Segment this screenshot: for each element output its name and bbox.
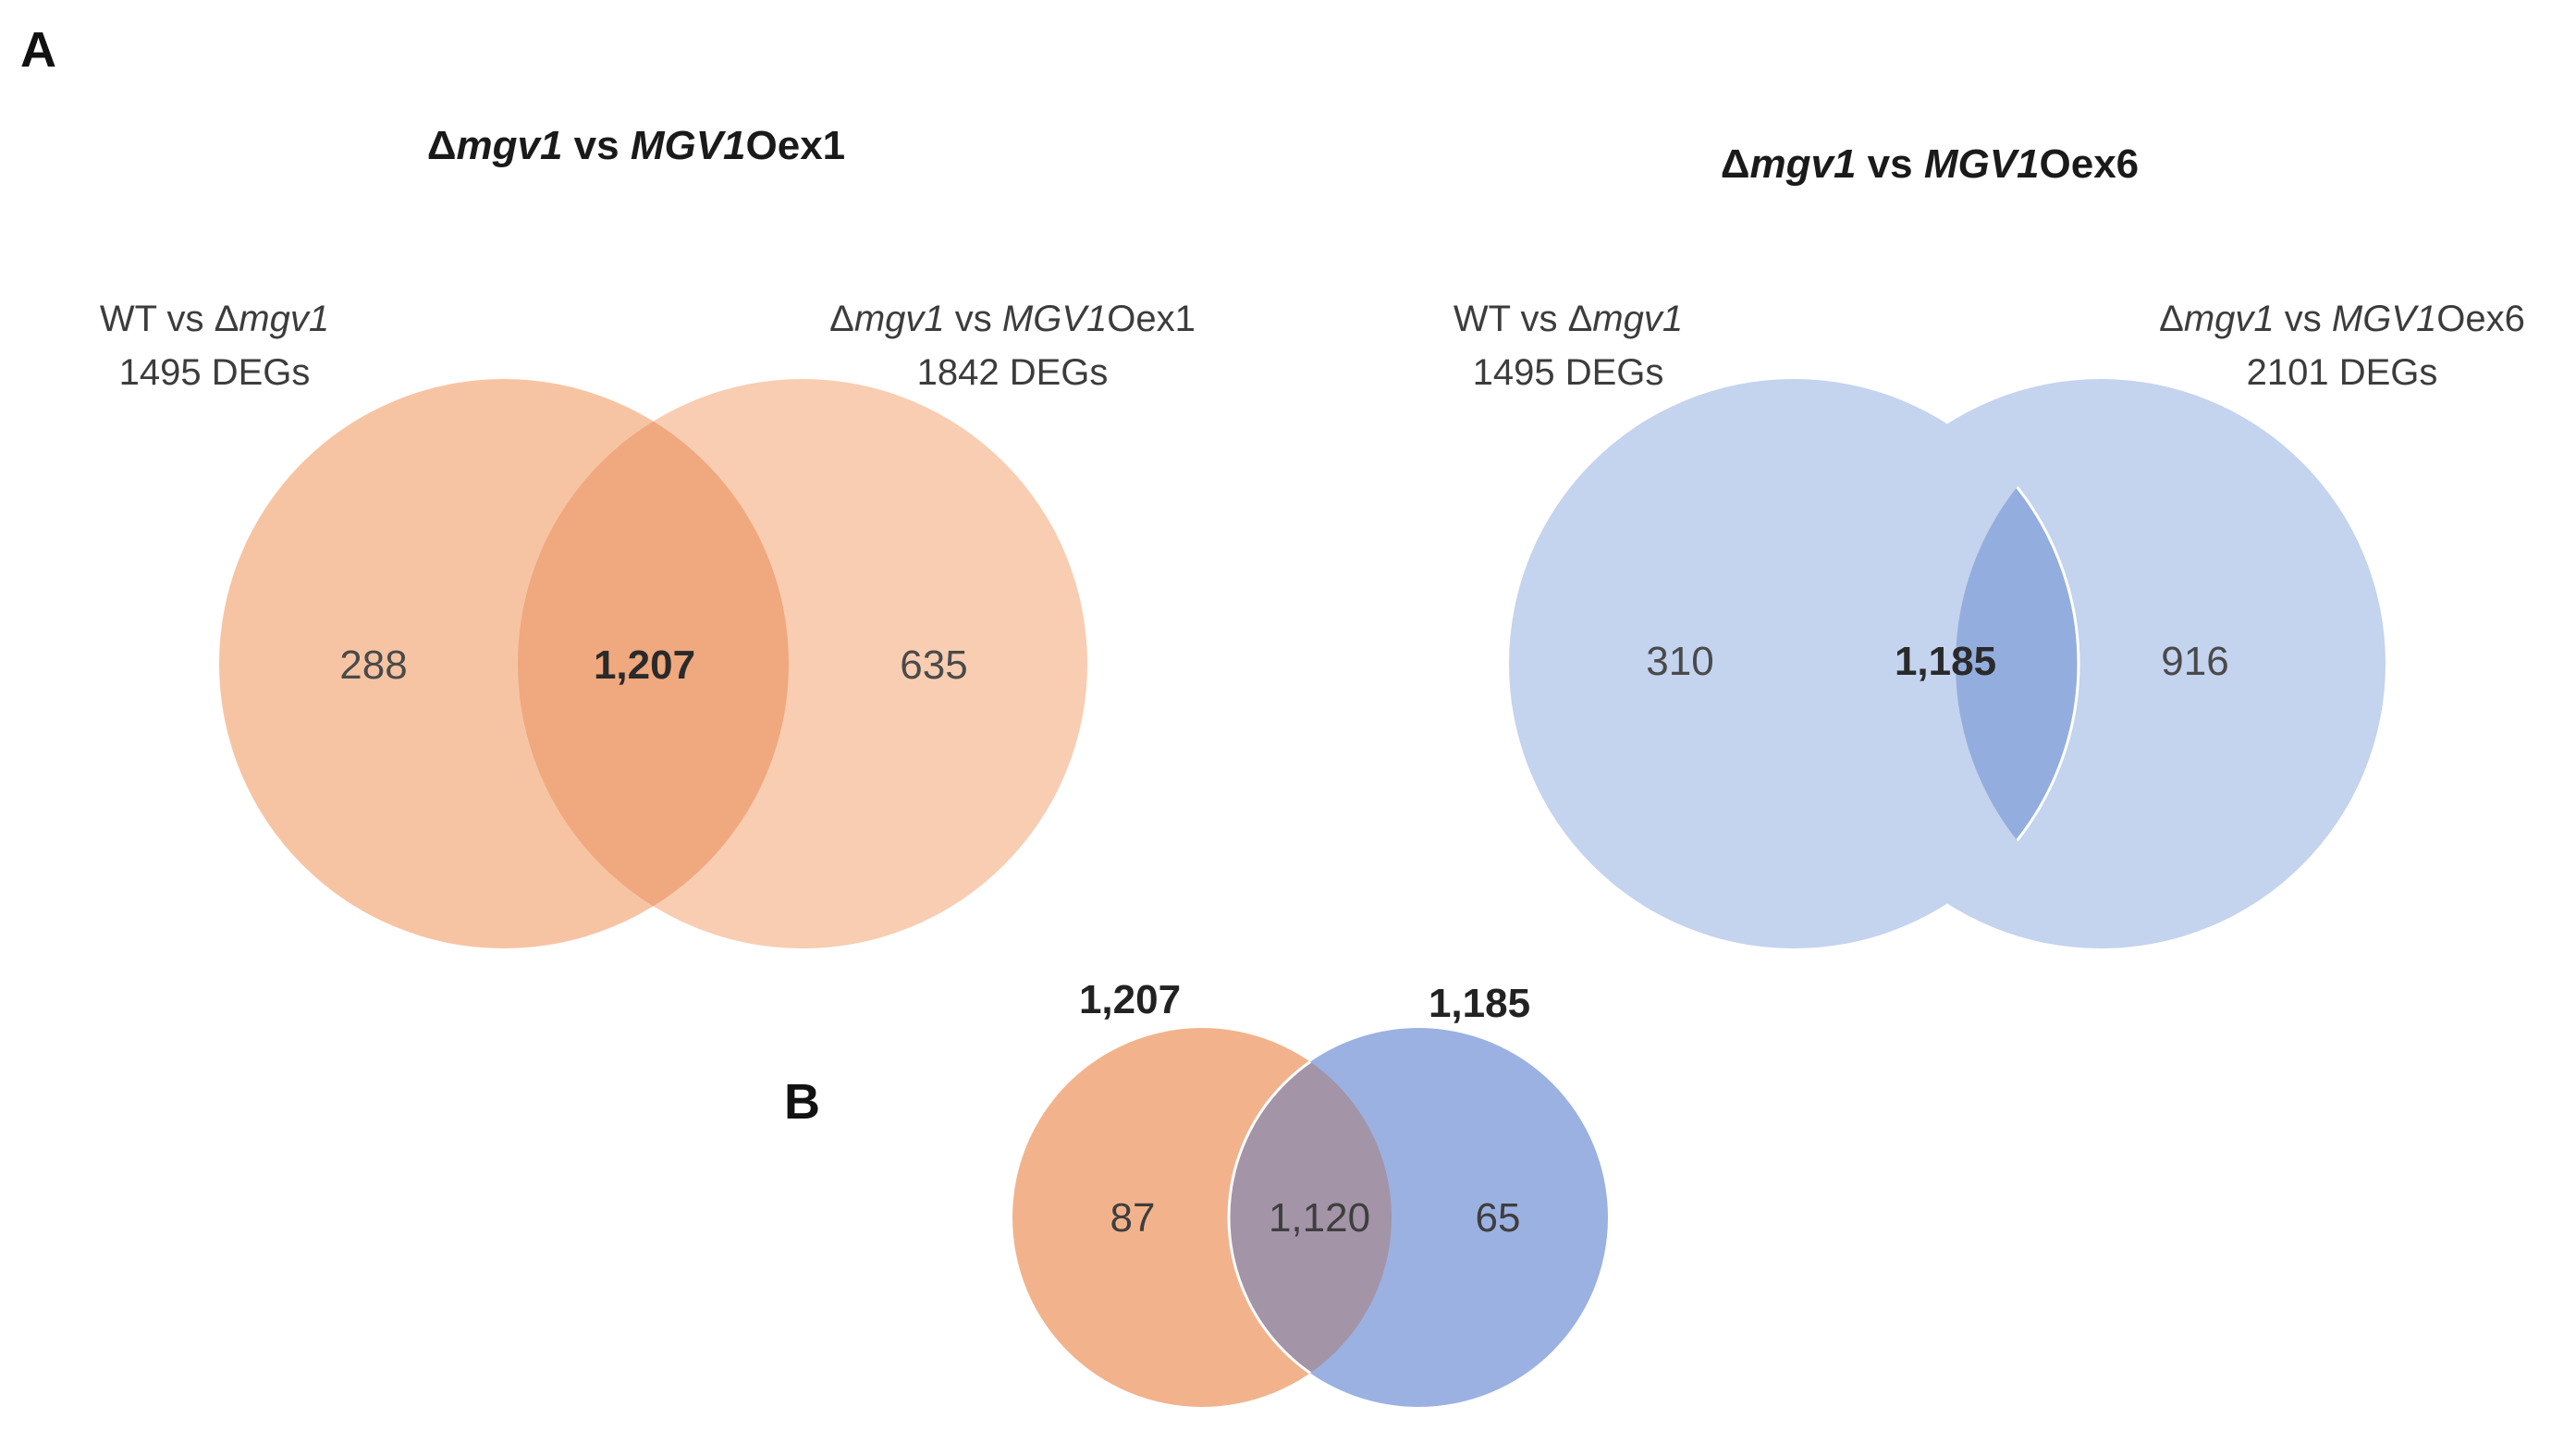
venn-a-right-only-set1: 310 bbox=[1646, 639, 1713, 684]
venn-a-right-circle-2 bbox=[1816, 379, 2386, 948]
venn-a-right-set1-label: WT vs Δmgv1 bbox=[1454, 299, 1683, 339]
venn-a-left-title: Δmgv1 vs MGV1Oex1 bbox=[427, 123, 845, 168]
venn-a-left-set1-label: WT vs Δmgv1 bbox=[100, 299, 329, 339]
venn-a-right-set2-label: Δmgv1 vs MGV1Oex6 bbox=[2159, 299, 2525, 339]
venn-a-right-set1-count-label: 1495 DEGs bbox=[1473, 352, 1664, 393]
venn-a-right-overlap bbox=[1956, 379, 2080, 948]
venn-a-right-only-set2: 916 bbox=[2161, 639, 2228, 684]
venn-a-left-only-set2: 635 bbox=[900, 642, 967, 688]
venn-a-left-set2-label: Δmgv1 vs MGV1Oex1 bbox=[829, 299, 1196, 339]
venn-a-left-set2-count-label: 1842 DEGs bbox=[917, 352, 1109, 393]
venn-b-overlap bbox=[1227, 1028, 1392, 1407]
venn-b-only-set1: 87 bbox=[1110, 1195, 1156, 1241]
venn-a-right-set2-count-label: 2101 DEGs bbox=[2247, 352, 2438, 393]
panel-letter-b: B bbox=[784, 1074, 820, 1130]
venn-b-only-set2: 65 bbox=[1476, 1195, 1521, 1241]
venn-a-left-only-set1: 288 bbox=[339, 642, 407, 688]
venn-b-set1-total: 1,207 bbox=[1079, 977, 1181, 1022]
venn-a-left-overlap bbox=[518, 379, 789, 948]
venn-b-set2-total: 1,185 bbox=[1429, 981, 1530, 1026]
venn-a-right-title: Δmgv1 vs MGV1Oex6 bbox=[1721, 141, 2139, 187]
venn-a-left-intersection: 1,207 bbox=[594, 642, 695, 688]
venn-a-right-intersection: 1,185 bbox=[1895, 639, 1996, 684]
panel-letter-a: A bbox=[20, 22, 56, 78]
venn-b-intersection: 1,120 bbox=[1269, 1195, 1370, 1241]
venn-a-left-set1-count-label: 1495 DEGs bbox=[119, 352, 311, 393]
